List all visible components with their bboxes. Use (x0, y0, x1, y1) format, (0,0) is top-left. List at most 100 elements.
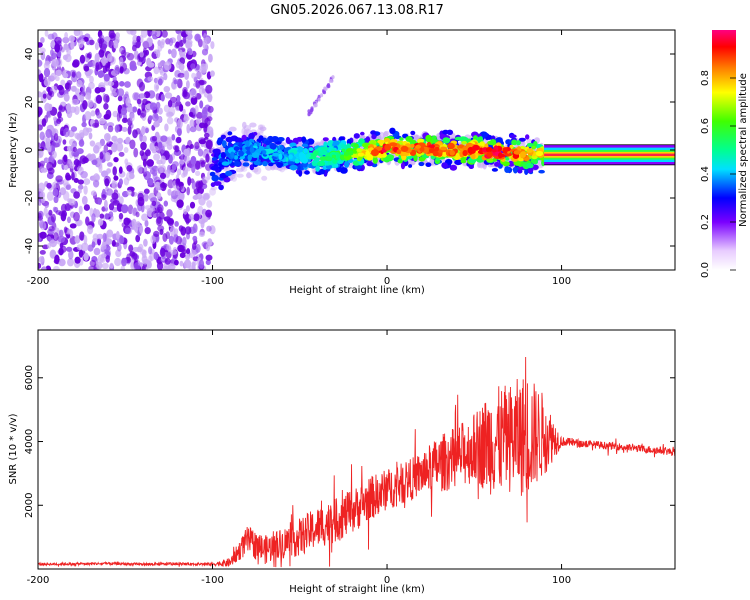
noise-speckle (183, 208, 188, 215)
signal-blob (524, 168, 529, 175)
signal-blob (520, 151, 526, 159)
noise-speckle (117, 95, 123, 102)
noise-speckle (127, 104, 133, 113)
signal-blob (233, 146, 240, 151)
noise-speckle (156, 216, 162, 225)
signal-blob (462, 150, 468, 157)
noise-speckle (191, 180, 196, 190)
noise-speckle (161, 38, 165, 46)
noise-speckle (44, 202, 49, 208)
noise-speckle (118, 166, 123, 174)
noise-speckle (115, 230, 120, 240)
noise-speckle (188, 213, 195, 220)
y-tick-label: 6000 (24, 365, 35, 390)
streak-speckle (324, 86, 328, 91)
signal-blob (305, 153, 311, 158)
noise-speckle (98, 49, 105, 58)
noise-speckle (201, 176, 209, 185)
noise-speckle (119, 235, 125, 245)
noise-speckle (92, 122, 100, 128)
noise-speckle (190, 88, 198, 99)
noise-speckle (116, 137, 124, 144)
colorbar-ticks: 0.0 0.2 0.4 0.6 0.8 (700, 70, 736, 278)
noise-speckle (141, 213, 149, 222)
noise-speckle (81, 121, 87, 128)
noise-speckle (187, 176, 192, 186)
noise-speckle (55, 69, 62, 77)
noise-speckle (89, 75, 94, 84)
noise-speckle (159, 247, 166, 257)
signal-blob (312, 150, 319, 157)
noise-speckle (48, 209, 53, 216)
noise-speckle (191, 72, 196, 79)
noise-speckle (50, 72, 57, 81)
signal-blob (441, 162, 448, 169)
noise-speckle (83, 204, 90, 211)
noise-speckle (159, 172, 167, 180)
noise-speckle (50, 250, 56, 257)
signal-blob (418, 161, 425, 167)
signal-blob (211, 174, 219, 182)
signal-blob (431, 135, 437, 140)
noise-speckle (132, 92, 139, 101)
noise-speckle (169, 96, 178, 103)
signal-blob (509, 134, 517, 139)
noise-speckle (176, 127, 182, 137)
noise-speckle (111, 192, 119, 200)
signal-blob (210, 165, 219, 171)
noise-speckle (138, 93, 146, 99)
noise-speckle (160, 135, 168, 142)
noise-speckle (53, 196, 59, 204)
noise-speckle (202, 106, 208, 115)
noise-speckle (74, 235, 81, 244)
noise-speckle (185, 41, 193, 49)
noise-speckle (123, 147, 129, 153)
noise-speckle (39, 131, 45, 141)
signal-blob (396, 149, 402, 155)
noise-speckle (157, 204, 164, 214)
noise-speckle (144, 219, 149, 227)
signal-blob (319, 150, 328, 156)
noise-speckle (143, 193, 149, 202)
noise-speckle (147, 177, 154, 186)
noise-speckle (65, 184, 72, 190)
noise-speckle (163, 104, 170, 113)
noise-speckle (63, 164, 69, 171)
streak-speckle (328, 78, 332, 83)
spectrogram-y-axis: -40 -20 0 20 40 (24, 48, 675, 254)
signal-blob (408, 164, 413, 168)
noise-speckle (38, 142, 41, 148)
signal-blob (415, 144, 421, 149)
noise-speckle (58, 86, 65, 96)
signal-blob (432, 150, 439, 157)
noise-speckle (146, 57, 152, 67)
signal-blob (526, 148, 533, 153)
noise-speckle (155, 93, 161, 101)
noise-speckle (107, 162, 113, 167)
noise-speckle (73, 211, 80, 222)
noise-speckle (190, 63, 196, 70)
noise-speckle (53, 116, 57, 122)
signal-blob (491, 168, 498, 172)
noise-speckle (118, 178, 123, 186)
noise-speckle (92, 174, 96, 182)
signal-blob (370, 130, 377, 135)
noise-speckle (96, 261, 103, 270)
noise-speckle (183, 154, 190, 164)
noise-speckle (194, 105, 199, 115)
noise-speckle (129, 112, 135, 122)
noise-speckle (80, 171, 88, 179)
noise-speckle (76, 71, 82, 79)
signal-blob (352, 147, 358, 154)
noise-speckle (164, 258, 171, 265)
noise-speckle (102, 232, 107, 242)
noise-speckle (143, 188, 150, 195)
noise-speckle (185, 101, 191, 107)
noise-speckle (70, 126, 78, 132)
halo-speckle (383, 131, 389, 139)
noise-speckle (56, 118, 62, 124)
spectrogram-marks (38, 30, 675, 270)
noise-speckle (104, 133, 111, 141)
noise-speckle (189, 119, 195, 128)
noise-speckle (62, 36, 70, 44)
